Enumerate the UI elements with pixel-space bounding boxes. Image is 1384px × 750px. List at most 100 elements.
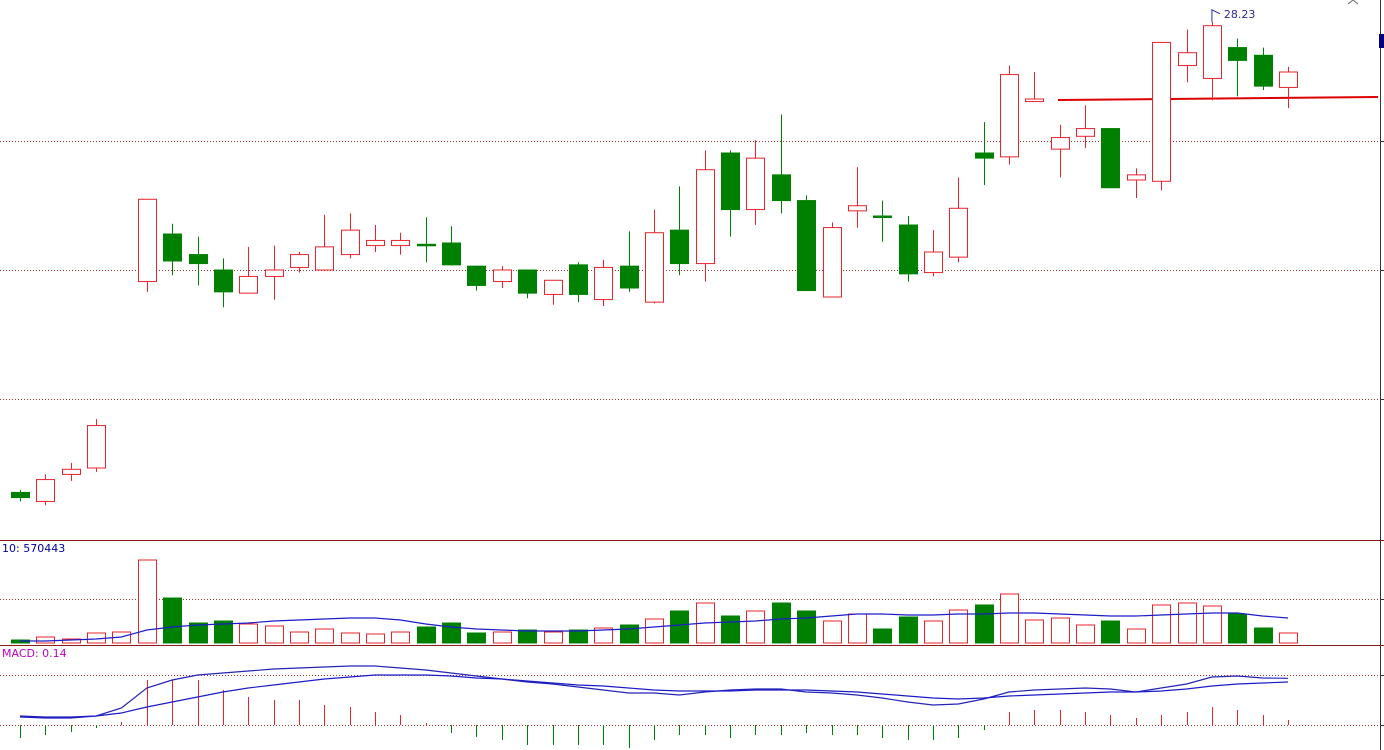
candle-body — [1228, 47, 1247, 61]
volume-bar — [848, 613, 867, 644]
candle-body — [1000, 74, 1019, 158]
axis-marker — [1379, 34, 1384, 48]
volume-bar — [949, 609, 968, 644]
candle-body — [899, 224, 918, 275]
volume-bar — [315, 628, 334, 644]
volume-bar — [214, 620, 233, 644]
candle-body — [645, 232, 664, 303]
ma-line — [20, 612, 1289, 642]
volume-bar — [391, 631, 410, 644]
candle-body — [1051, 137, 1070, 150]
candle-body — [493, 269, 512, 283]
candle-body — [341, 229, 360, 256]
candle-body — [1127, 174, 1146, 181]
candle-body — [1076, 128, 1095, 137]
candle-body — [721, 152, 740, 211]
candle-body — [11, 491, 30, 499]
volume-bar — [645, 618, 664, 644]
volume-bar — [1025, 619, 1044, 644]
candle-body — [442, 242, 461, 266]
candle-body — [1101, 128, 1120, 189]
candle-body — [1025, 98, 1044, 103]
volume-bar — [746, 610, 765, 644]
volume-bar — [594, 627, 613, 644]
volume-bar — [1178, 602, 1197, 644]
candle-body — [315, 246, 334, 271]
candle-body — [1254, 54, 1273, 87]
candle-body — [1178, 52, 1197, 67]
candle-body — [214, 269, 233, 293]
volume-bar — [1051, 617, 1070, 644]
candle-body — [239, 275, 258, 294]
candle-body — [848, 205, 867, 212]
volume-bar — [1228, 613, 1247, 644]
volume-bar — [1101, 620, 1120, 644]
volume-bar — [265, 625, 284, 644]
volume-bar — [620, 624, 639, 644]
candle-body — [290, 254, 309, 268]
high-marker — [1211, 9, 1221, 22]
volume-bar — [975, 604, 994, 644]
volume-bar — [823, 620, 842, 644]
volume-bar — [290, 631, 309, 644]
volume-bar — [138, 559, 157, 644]
corner-icon — [1347, 0, 1359, 5]
volume-bar — [366, 633, 385, 644]
volume-bar — [721, 615, 740, 644]
candle-body — [924, 251, 943, 274]
candle-body — [467, 265, 486, 286]
volume-bar — [163, 597, 182, 644]
candle-body — [87, 425, 106, 469]
volume-bar — [1127, 628, 1146, 644]
volume-bar — [341, 632, 360, 644]
candle-body — [594, 266, 613, 301]
candle-body — [391, 239, 410, 247]
candle-body — [797, 200, 816, 292]
dea-line — [19, 674, 1289, 719]
volume-bar — [1152, 604, 1171, 644]
candle-body — [518, 269, 537, 294]
candle-body — [544, 279, 563, 295]
candle-body — [62, 468, 81, 475]
volume-bar — [670, 610, 689, 644]
candle-body — [569, 264, 588, 295]
volume-bar — [772, 602, 791, 644]
volume-bar — [569, 629, 588, 644]
macd-label: MACD: 0.14 — [2, 647, 67, 660]
volume-label: 10: 570443 — [2, 542, 65, 555]
volume-bar — [797, 610, 816, 644]
candle-body — [265, 269, 284, 277]
candle-body — [620, 265, 639, 289]
high-label: 28.23 — [1224, 8, 1256, 21]
candle-body — [746, 157, 765, 211]
dif-line — [19, 665, 1289, 718]
volume-bar — [873, 628, 892, 644]
volume-bar — [899, 616, 918, 644]
candle-body — [189, 254, 208, 265]
candle-body — [138, 198, 157, 283]
reference-line — [1057, 96, 1379, 101]
volume-bar — [1203, 605, 1222, 644]
volume-bar — [36, 636, 55, 644]
candle-body — [772, 174, 791, 202]
volume-bar — [1279, 632, 1298, 644]
volume-bar — [467, 632, 486, 644]
volume-bar — [1076, 624, 1095, 644]
candle-body — [366, 239, 385, 247]
volume-bar — [189, 622, 208, 644]
candle-body — [1203, 25, 1222, 79]
volume-bar — [62, 638, 81, 644]
candle-body — [1152, 41, 1171, 182]
volume-bar — [239, 623, 258, 644]
volume-bar — [544, 631, 563, 644]
volume-bar — [417, 626, 436, 644]
volume-bar — [518, 629, 537, 644]
volume-bar — [493, 631, 512, 644]
candle-body — [949, 207, 968, 258]
candle-body — [36, 479, 55, 502]
candle-body — [975, 152, 994, 159]
candle-body — [873, 215, 892, 218]
candle-body — [670, 229, 689, 265]
